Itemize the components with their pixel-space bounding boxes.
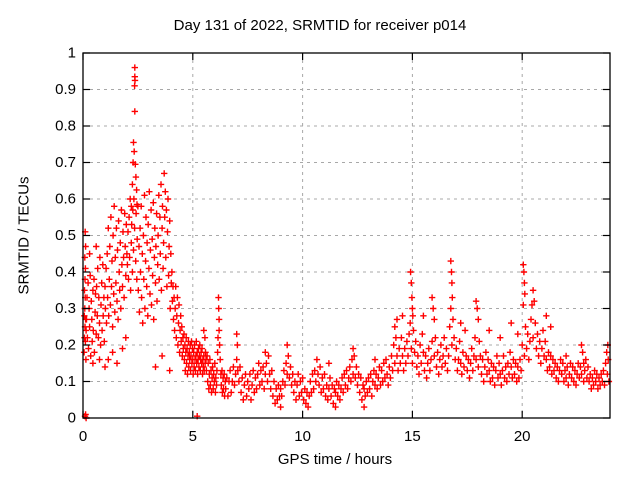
y-tick-label: 0.1 [55,373,76,390]
y-tick-label: 0.6 [55,191,76,208]
y-tick-label: 0.5 [55,227,76,244]
y-tick-label: 1 [68,45,76,62]
x-axis-label: GPS time / hours [277,451,393,468]
y-tick-label: 0.8 [55,118,76,135]
y-tick-label: 0.3 [55,300,76,317]
y-tick-label: 0.9 [55,81,76,98]
y-tick-label: 0.7 [55,154,76,171]
y-tick-label: 0 [68,410,76,427]
x-tick-label: 5 [189,428,197,445]
x-tick-label: 10 [294,428,311,445]
x-tick-label: 20 [514,428,531,445]
y-tick-label: 0.2 [55,337,76,354]
data-points [80,64,613,422]
x-tick-label: 0 [79,428,87,445]
x-tick-label: 15 [404,428,421,445]
chart-title: Day 131 of 2022, SRMTID for receiver p01… [173,17,467,34]
y-tick-label: 0.4 [55,264,76,281]
